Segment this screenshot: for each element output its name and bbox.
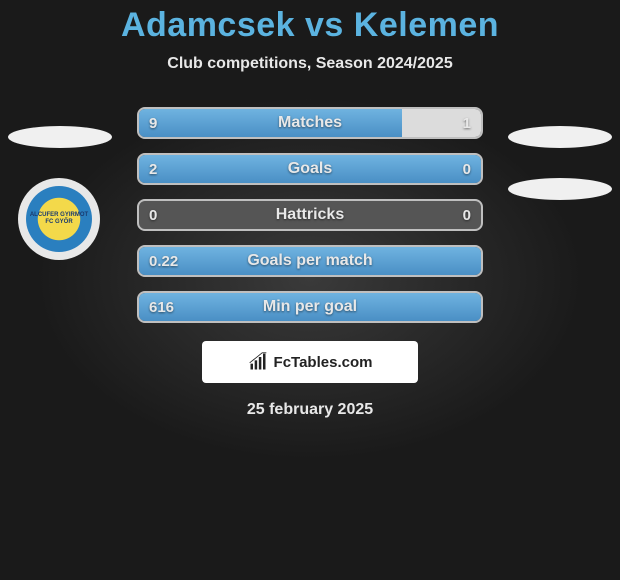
stat-bar-track <box>137 245 483 277</box>
stat-bar-track <box>137 199 483 231</box>
bar-chart-icon <box>248 352 268 372</box>
stats-rows: Matches91 Goals20 Hattricks00 Goals per mat… <box>0 107 620 323</box>
date-line: 25 february 2025 <box>0 401 620 419</box>
attribution-text: FcTables.com <box>274 354 373 371</box>
stat-bar-track <box>137 291 483 323</box>
attribution-box: FcTables.com <box>202 341 418 383</box>
stat-bar-track <box>137 107 483 139</box>
page-title: Adamcsek vs Kelemen <box>0 6 620 45</box>
stat-bar-left <box>139 109 402 137</box>
stat-row: Min per goal616 <box>137 291 483 323</box>
stat-bar-left <box>139 247 481 275</box>
stat-bar-left <box>139 155 481 183</box>
subtitle: Club competitions, Season 2024/2025 <box>0 55 620 73</box>
stat-row: Hattricks00 <box>137 199 483 231</box>
stat-row: Goals per match0.22 <box>137 245 483 277</box>
stat-bar-track <box>137 153 483 185</box>
stat-bar-right <box>402 109 481 137</box>
stat-row: Matches91 <box>137 107 483 139</box>
stat-row: Goals20 <box>137 153 483 185</box>
stat-bar-left <box>139 293 481 321</box>
